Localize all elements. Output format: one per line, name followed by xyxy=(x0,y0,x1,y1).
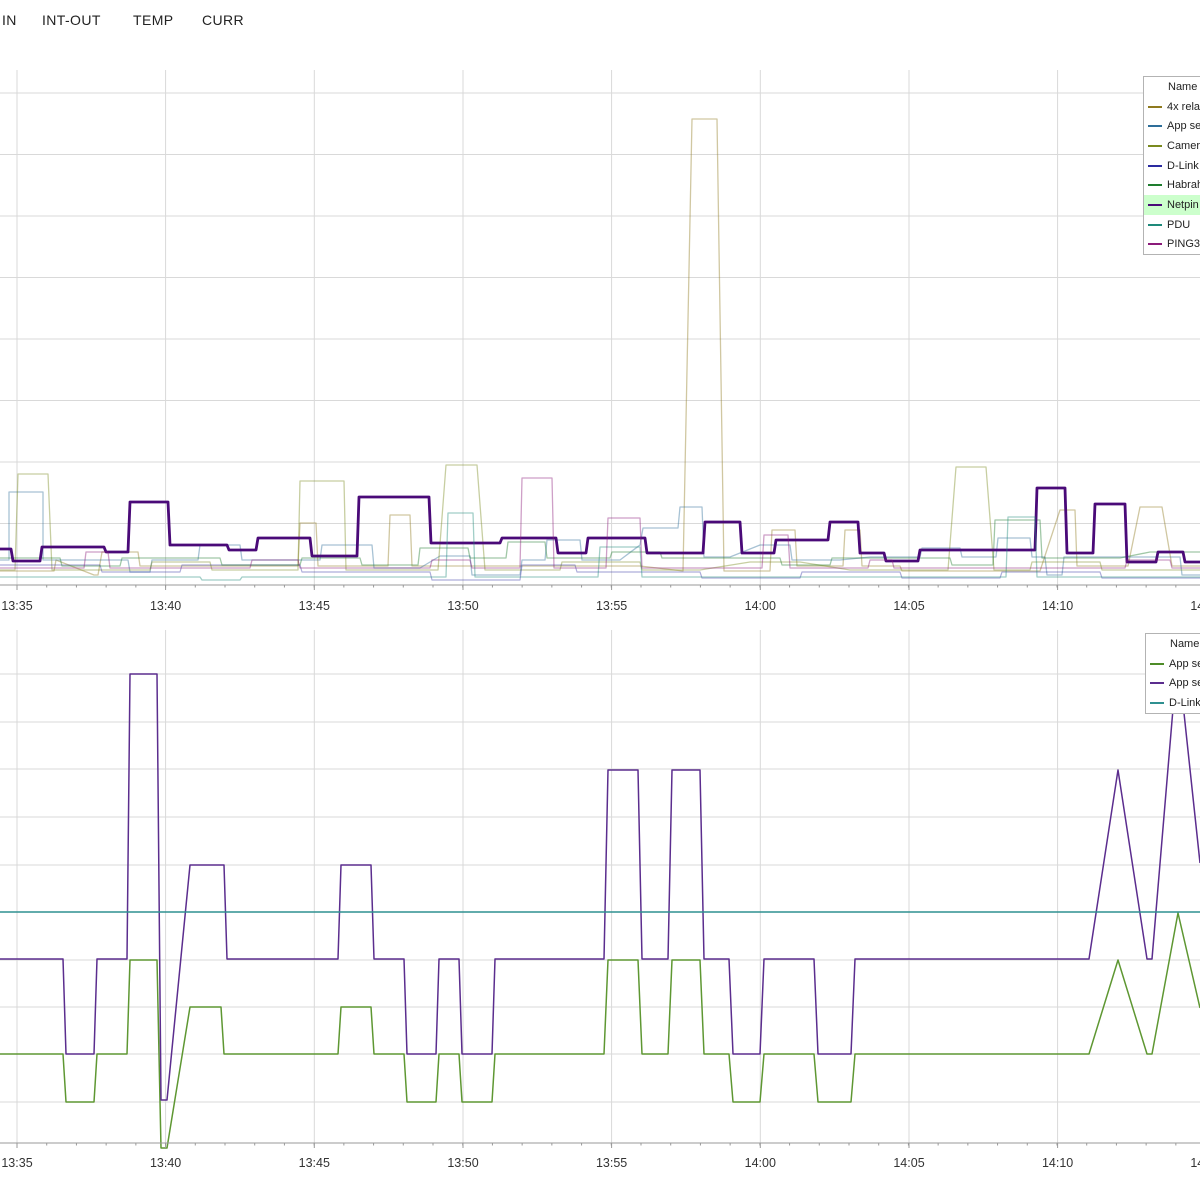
x-tick-label: 13:45 xyxy=(299,599,330,613)
x-tick-label: 13:40 xyxy=(150,1156,181,1170)
x-tick-label: 14:00 xyxy=(745,599,776,613)
x-tick-label: 13:35 xyxy=(1,1156,32,1170)
series-1-6 xyxy=(0,512,1200,581)
x-tick-label: 14:15 xyxy=(1190,1156,1200,1170)
x-tick-label: 14:10 xyxy=(1042,599,1073,613)
legend-item-ping3[interactable]: PING3 xyxy=(1144,235,1200,255)
legend-swatch xyxy=(1150,662,1164,665)
legend-item-label: App se xyxy=(1169,677,1200,690)
legend-swatch xyxy=(1148,164,1162,167)
legend-item-app-se[interactable]: App se xyxy=(1146,654,1200,674)
legend-item-d-link[interactable]: D-Link xyxy=(1146,693,1200,713)
legend-item-4x-rela[interactable]: 4x rela xyxy=(1144,97,1200,117)
x-tick-label: 13:55 xyxy=(596,599,627,613)
x-tick-label: 14:15 xyxy=(1190,599,1200,613)
legend-item-netpin[interactable]: Netpin xyxy=(1144,195,1200,215)
tab-in[interactable]: IN xyxy=(2,12,17,28)
x-tick-label: 13:50 xyxy=(447,599,478,613)
legend-item-label: D-Link xyxy=(1167,159,1199,172)
series-1-2 xyxy=(0,464,1200,571)
x-tick-label: 14:10 xyxy=(1042,1156,1073,1170)
legend-item-habrah[interactable]: Habrah xyxy=(1144,175,1200,195)
legend-header: Name xyxy=(1170,637,1200,650)
legend-item-label: App se xyxy=(1167,120,1200,133)
legend-item-label: Habrah xyxy=(1167,179,1200,192)
legend-item-app-se[interactable]: App se xyxy=(1146,673,1200,693)
x-tick-label: 13:35 xyxy=(1,599,32,613)
series-1-1 xyxy=(0,491,1200,576)
legend-swatch xyxy=(1150,682,1164,685)
series-2-1 xyxy=(0,673,1200,1101)
legend-chart-2: Name App se App se D-Link xyxy=(1145,633,1200,714)
x-tick-label: 13:40 xyxy=(150,599,181,613)
legend-swatch xyxy=(1148,105,1162,108)
legend-item-camer[interactable]: Camer xyxy=(1144,136,1200,156)
x-tick-label: 14:05 xyxy=(893,599,924,613)
series-1-3 xyxy=(0,564,1200,581)
tab-int-out[interactable]: INT-OUT xyxy=(42,12,101,28)
chart-2: 13:35 13:40 13:45 13:50 13:55 14:00 14:05 14:10… xyxy=(0,630,1200,1170)
legend-item-label: PDU xyxy=(1167,218,1191,231)
x-tick-label: 14:00 xyxy=(745,1156,776,1170)
legend-swatch xyxy=(1148,125,1162,128)
legend-swatch xyxy=(1148,184,1162,187)
legend-item-label: D-Link xyxy=(1169,696,1200,709)
series-1-5 xyxy=(0,486,1200,564)
series-1-4 xyxy=(0,519,1200,567)
legend-header: Name xyxy=(1168,80,1198,93)
legend-swatch xyxy=(1148,223,1162,226)
x-tick-label: 13:50 xyxy=(447,1156,478,1170)
legend-swatch xyxy=(1148,203,1162,206)
legend-item-label: PING3 xyxy=(1167,238,1200,251)
legend-swatch xyxy=(1148,144,1162,147)
legend-item-d-link[interactable]: D-Link xyxy=(1144,156,1200,176)
series-1-7 xyxy=(0,477,1200,569)
legend-chart-1: Name 4x rela App se Camer D-Link Habrah Netpin… xyxy=(1143,76,1200,256)
chart-1: 13:35 13:40 13:45 13:50 13:55 14:00 14:05 14:10… xyxy=(0,70,1200,613)
legend-swatch xyxy=(1150,701,1164,704)
legend-swatch xyxy=(1148,243,1162,246)
series-1-0 xyxy=(0,118,1200,576)
tab-curr[interactable]: CURR xyxy=(202,12,245,28)
legend-item-pdu[interactable]: PDU xyxy=(1144,215,1200,235)
legend-item-label: Camer xyxy=(1167,139,1200,152)
legend-item-label: Netpin xyxy=(1167,198,1199,211)
tab-bar: IN INT-OUT TEMP CURR xyxy=(0,0,1200,40)
legend-item-label: App se xyxy=(1169,657,1200,670)
legend-item-app-se[interactable]: App se xyxy=(1144,116,1200,136)
x-tick-label: 13:45 xyxy=(299,1156,330,1170)
x-tick-label: 14:05 xyxy=(893,1156,924,1170)
series-2-0 xyxy=(0,912,1200,1149)
tab-temp[interactable]: TEMP xyxy=(133,12,174,28)
x-tick-label: 13:55 xyxy=(596,1156,627,1170)
legend-item-label: 4x rela xyxy=(1167,100,1200,113)
